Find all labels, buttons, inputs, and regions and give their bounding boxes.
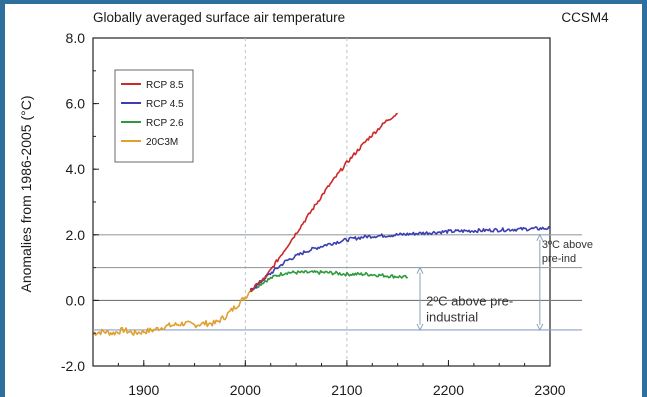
y-axis-label: Anomalies from 1986-2005 (°C) [18,95,34,292]
y-tick-label-0: -2.0 [61,358,85,374]
arrow-head-top-1 [536,233,544,242]
x-tick-label-0: 1900 [128,382,159,397]
legend-label-2: RCP 2.6 [146,118,184,129]
x-tick-label-2: 2100 [331,382,362,397]
y-tick-label-5: 8.0 [66,30,86,46]
legend-label-0: RCP 8.5 [146,80,184,91]
y-tick-label-3: 4.0 [66,161,86,177]
y-tick-label-4: 6.0 [66,96,86,112]
series-line-rcp-2-6 [249,269,409,293]
legend-label-3: 20C3M [146,137,178,148]
annotation-text-1-1: pre-ind [542,253,576,265]
axis-ticks: -2.0 0.0 2.0 4.0 6.0 8.0 1900 2000 2100 2200 2300 [61,30,566,397]
legend-box [114,69,194,163]
series-line-20c3m [93,290,252,336]
arrow-head-bottom-0 [416,323,424,332]
annotation-text-1-0: 3ºC above [542,239,593,251]
series-lines [93,112,550,336]
x-tick-label-3: 2200 [433,382,464,397]
series-line-rcp-4-5 [250,226,550,290]
legend-label-1: RCP 4.5 [146,99,184,110]
annotation-text-0-1: industrial [426,309,478,324]
arrow-head-bottom-1 [536,323,544,332]
model-label: CCSM4 [561,10,609,25]
x-tick-label-4: 2300 [534,382,565,397]
y-tick-label-1: 0.0 [66,292,86,308]
arrow-head-top-0 [416,266,424,274]
annotations: 2ºC above pre-industrial 3ºC above pre-ind [416,233,593,332]
x-tick-label-1: 2000 [230,382,261,397]
reference-lines [93,38,582,366]
temperature-chart: Globally averaged surface air temperatur… [18,10,609,397]
annotation-text-0-0: 2ºC above pre- [426,293,513,308]
y-tick-label-2: 2.0 [66,227,86,243]
series-line-rcp-8-5 [249,112,398,293]
chart-panel: Globally averaged surface air temperatur… [5,4,642,397]
legend: RCP 8.5 RCP 4.5 RCP 2.6 20C3M [114,69,194,163]
chart-title: Globally averaged surface air temperatur… [93,10,345,25]
